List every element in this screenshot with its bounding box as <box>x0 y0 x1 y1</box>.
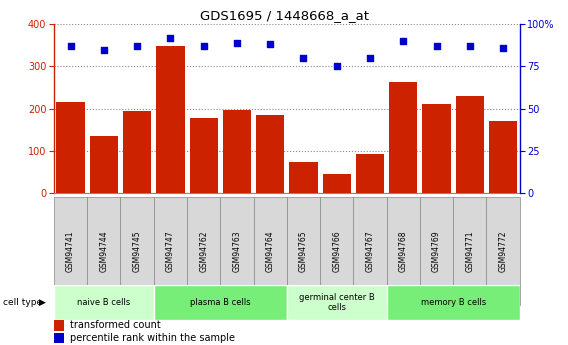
Point <box>432 43 441 49</box>
FancyBboxPatch shape <box>353 197 387 305</box>
Text: GSM94747: GSM94747 <box>166 230 175 272</box>
Point <box>499 45 508 51</box>
Point <box>99 47 108 52</box>
Text: plasma B cells: plasma B cells <box>190 298 250 307</box>
Bar <box>90 136 118 193</box>
FancyBboxPatch shape <box>187 197 220 305</box>
FancyBboxPatch shape <box>154 285 287 320</box>
Point <box>232 40 241 46</box>
Text: germinal center B
cells: germinal center B cells <box>299 293 375 312</box>
FancyBboxPatch shape <box>387 285 520 320</box>
Point <box>365 55 374 61</box>
Bar <box>489 121 517 193</box>
Text: cell type: cell type <box>3 298 42 307</box>
FancyBboxPatch shape <box>54 285 154 320</box>
FancyBboxPatch shape <box>320 197 353 305</box>
Point <box>299 55 308 61</box>
Bar <box>123 111 151 193</box>
Bar <box>156 46 185 193</box>
Text: percentile rank within the sample: percentile rank within the sample <box>70 333 235 343</box>
Bar <box>256 115 285 193</box>
FancyBboxPatch shape <box>154 197 187 305</box>
Text: GSM94769: GSM94769 <box>432 230 441 272</box>
Point <box>132 43 141 49</box>
Text: GSM94745: GSM94745 <box>133 230 141 272</box>
Bar <box>423 105 450 193</box>
FancyBboxPatch shape <box>220 197 253 305</box>
Text: GSM94772: GSM94772 <box>499 230 508 272</box>
Text: GSM94766: GSM94766 <box>332 230 341 272</box>
Text: GSM94764: GSM94764 <box>266 230 275 272</box>
Point <box>199 43 208 49</box>
Point <box>66 43 75 49</box>
Bar <box>323 174 351 193</box>
FancyBboxPatch shape <box>54 197 87 305</box>
Text: GSM94762: GSM94762 <box>199 230 208 272</box>
Text: GSM94767: GSM94767 <box>366 230 374 272</box>
Bar <box>289 161 318 193</box>
FancyBboxPatch shape <box>486 197 520 305</box>
Bar <box>56 102 85 193</box>
Text: GDS1695 / 1448668_a_at: GDS1695 / 1448668_a_at <box>199 9 369 22</box>
FancyBboxPatch shape <box>87 197 120 305</box>
Text: GSM94741: GSM94741 <box>66 230 75 272</box>
FancyBboxPatch shape <box>387 197 420 305</box>
Text: GSM94768: GSM94768 <box>399 230 408 272</box>
Bar <box>223 109 251 193</box>
Text: memory B cells: memory B cells <box>420 298 486 307</box>
Point <box>465 43 474 49</box>
Point <box>399 38 408 44</box>
FancyBboxPatch shape <box>287 197 320 305</box>
Text: GSM94763: GSM94763 <box>232 230 241 272</box>
Bar <box>356 154 384 193</box>
Point <box>266 42 275 47</box>
Text: transformed count: transformed count <box>70 321 161 331</box>
Point <box>332 63 341 69</box>
Bar <box>190 118 218 193</box>
Text: GSM94771: GSM94771 <box>465 230 474 272</box>
Bar <box>456 96 484 193</box>
FancyBboxPatch shape <box>253 197 287 305</box>
FancyBboxPatch shape <box>120 197 154 305</box>
Point <box>166 35 175 40</box>
Text: GSM94744: GSM94744 <box>99 230 108 272</box>
Bar <box>389 82 417 193</box>
Text: ▶: ▶ <box>39 298 45 307</box>
FancyBboxPatch shape <box>420 197 453 305</box>
FancyBboxPatch shape <box>453 197 486 305</box>
FancyBboxPatch shape <box>287 285 387 320</box>
Text: GSM94765: GSM94765 <box>299 230 308 272</box>
Text: naive B cells: naive B cells <box>77 298 131 307</box>
